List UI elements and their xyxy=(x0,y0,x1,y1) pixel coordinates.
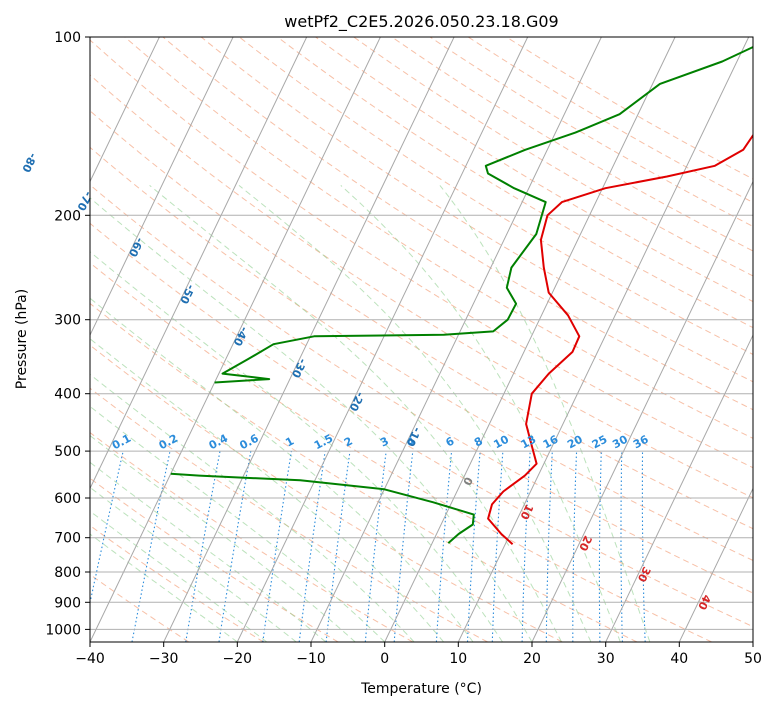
plot-area xyxy=(90,37,753,642)
dry-adiabat xyxy=(124,37,753,439)
y-tick-label: 800 xyxy=(54,565,81,581)
isotherm xyxy=(236,37,529,642)
x-axis: −40 −30 −20 −10 0 10 20 30 40 50 xyxy=(75,642,762,667)
moist-adiabat xyxy=(90,533,238,642)
warm-isotherm-label: 40 xyxy=(695,592,713,612)
x-axis-title: Temperature (°C) xyxy=(360,681,482,697)
moist-adiabat xyxy=(90,297,474,642)
mixing-ratio-label: 30 xyxy=(610,433,630,452)
dry-adiabat xyxy=(90,74,753,499)
warm-isotherm-label: 30 xyxy=(635,565,653,585)
moist-adiabat xyxy=(90,251,503,642)
y-tick-label: 500 xyxy=(54,444,81,460)
warm-isotherm-label: 20 xyxy=(576,533,594,553)
moist-adiabat xyxy=(340,185,621,642)
mixing-ratio-label: 13 xyxy=(519,433,539,452)
plot-frame xyxy=(89,36,754,643)
moist-adiabat xyxy=(149,185,562,642)
y-tick-label: 600 xyxy=(54,491,81,507)
y-tick-label: 900 xyxy=(54,595,81,611)
pressure-gridlines xyxy=(90,37,753,630)
isotherm xyxy=(531,180,753,642)
dry-adiabat xyxy=(90,146,753,561)
x-tick-label: 0 xyxy=(380,651,389,667)
dry-adiabat xyxy=(90,431,414,642)
isotherm xyxy=(605,333,753,642)
dry-adiabat xyxy=(90,110,753,530)
mixing-ratio-label: 36 xyxy=(631,433,651,452)
y-axis: 100 200 300 400 500 600 700 800 900 1000 xyxy=(45,30,90,638)
profile-line-2 xyxy=(170,472,475,544)
mixing-ratio-line xyxy=(262,451,292,642)
dry-adiabat xyxy=(90,302,638,642)
isotherm xyxy=(310,37,602,642)
isotherm xyxy=(90,37,308,490)
isotherm xyxy=(163,37,455,642)
dry-adiabat xyxy=(90,184,753,594)
x-tick-label: 30 xyxy=(597,651,615,667)
x-tick-label: −30 xyxy=(149,651,179,667)
x-tick-label: 50 xyxy=(744,651,762,667)
isotherm xyxy=(90,37,381,642)
y-tick-label: 300 xyxy=(54,313,81,329)
mixing-ratio-line xyxy=(218,451,252,642)
dry-adiabat xyxy=(90,222,753,628)
y-tick-label: 1000 xyxy=(45,622,81,638)
x-tick-label: −40 xyxy=(75,651,105,667)
moist-adiabat xyxy=(90,461,327,642)
x-tick-label: 10 xyxy=(449,651,467,667)
mixing-ratio-label: 10 xyxy=(491,433,511,452)
moist-adiabat xyxy=(90,197,533,642)
x-tick-label: 20 xyxy=(523,651,541,667)
mixing-ratio-label: 25 xyxy=(590,433,610,452)
mixing-ratio-label: 20 xyxy=(565,433,585,452)
moist-adiabat xyxy=(90,405,386,642)
dry-adiabat xyxy=(90,524,264,642)
x-tick-label: −10 xyxy=(296,651,326,667)
isotherm xyxy=(678,487,753,642)
dry-adiabat xyxy=(162,37,753,411)
dry-adiabat xyxy=(90,39,753,469)
x-tick-label: −20 xyxy=(223,651,253,667)
sounding-profiles xyxy=(170,45,753,545)
mixing-ratio-line xyxy=(185,450,221,642)
y-tick-label: 400 xyxy=(54,387,81,403)
profile-line-3 xyxy=(214,45,753,384)
dry-adiabat xyxy=(90,387,488,642)
moist-adiabat xyxy=(90,373,415,642)
mixing-ratio-line xyxy=(325,451,351,642)
x-tick-label: 40 xyxy=(670,651,688,667)
isotherm xyxy=(384,37,676,642)
moist-adiabat xyxy=(90,338,444,642)
y-tick-label: 200 xyxy=(54,208,81,224)
chart-title: wetPf2_C2E5.2026.050.23.18.G09 xyxy=(284,12,558,32)
dry-adiabat xyxy=(276,37,753,329)
moist-adiabat xyxy=(90,434,356,642)
isotherm xyxy=(90,37,234,337)
isotherms xyxy=(90,37,753,642)
y-axis-title: Pressure (hPa) xyxy=(14,289,30,389)
profile-line-1 xyxy=(487,133,753,545)
dry-adiabat xyxy=(238,37,753,355)
y-tick-label: 100 xyxy=(54,30,81,46)
isotherm xyxy=(90,37,160,183)
dry-adiabat xyxy=(200,37,753,383)
mixing-ratio-line xyxy=(131,450,171,642)
mixing-ratio-line xyxy=(364,451,387,642)
mixing-ratio-label: 16 xyxy=(541,433,561,452)
isotherm xyxy=(457,37,750,642)
warm-isotherm-label: 10 xyxy=(517,502,535,522)
moist-adiabat xyxy=(439,185,651,642)
y-tick-label: 700 xyxy=(54,531,81,547)
